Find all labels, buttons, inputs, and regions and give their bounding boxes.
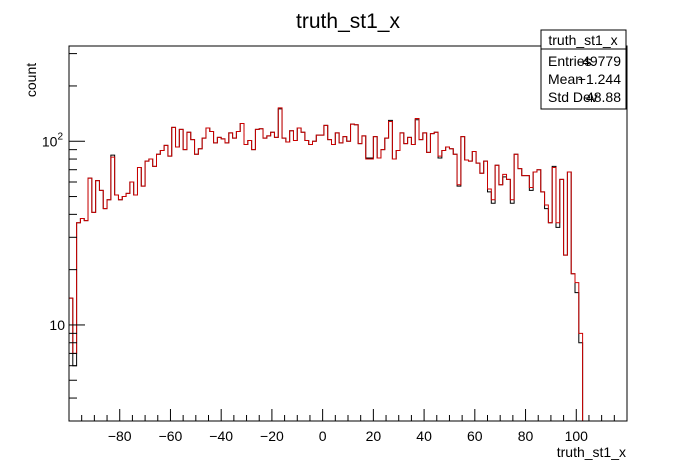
histogram-layer (69, 107, 625, 422)
histogram-series-0 (69, 108, 625, 422)
x-axis: −80 −60 −40 −20 0 20 40 60 80 100 (81, 409, 628, 444)
y-axis: 10 102 (42, 53, 85, 422)
stats-box-frame (540, 29, 627, 110)
x-tick-label: 80 (518, 428, 534, 444)
x-tick-label: 100 (565, 428, 589, 444)
x-tick-label: −20 (260, 428, 284, 444)
y-tick-label: 102 (42, 131, 64, 149)
x-tick-label: 20 (366, 428, 382, 444)
x-tick-label: 0 (319, 428, 327, 444)
histogram-series-1 (69, 107, 625, 422)
x-axis-label: truth_st1_x (557, 444, 626, 460)
x-tick-label: −60 (159, 428, 183, 444)
x-tick-label: −80 (108, 428, 132, 444)
x-tick-label: 60 (467, 428, 483, 444)
y-axis-label: count (23, 63, 39, 97)
stats-mean-label: Mean (548, 71, 583, 87)
stats-box: truth_st1_x Entries 49779 Mean −1.244 St… (540, 29, 627, 110)
y-tick-label: 10 (49, 317, 65, 333)
chart-title: truth_st1_x (296, 10, 400, 33)
x-tick-label: −40 (209, 428, 233, 444)
stats-entries-value: 49779 (582, 53, 621, 69)
stats-mean-value: −1.244 (578, 71, 621, 87)
stats-stddev-label: Std Dev (548, 89, 598, 105)
stats-entries-label: Entries (548, 53, 592, 69)
x-tick-label: 40 (416, 428, 432, 444)
stats-stddev-value: 48.88 (586, 89, 621, 105)
stats-box-title: truth_st1_x (548, 32, 617, 48)
